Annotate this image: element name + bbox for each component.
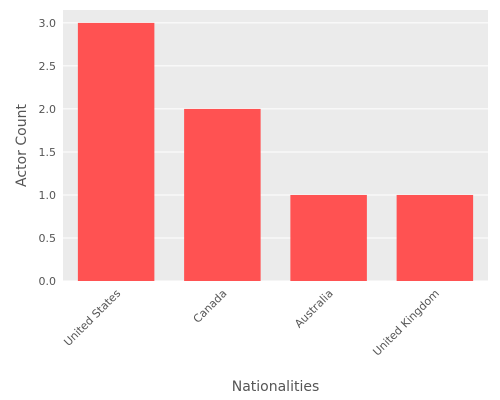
y-tick-label: 0.5 [39, 232, 57, 245]
y-tick-label: 2.5 [39, 60, 57, 73]
y-tick-label: 2.0 [39, 103, 57, 116]
bar-united-states [77, 22, 155, 282]
x-tick-label: United States [61, 287, 123, 349]
y-axis-title: Actor Count [14, 104, 30, 187]
y-tick-label: 1.0 [39, 189, 57, 202]
x-tick-labels: United States Canada Australia United Kingd… [61, 287, 442, 359]
bars [77, 22, 474, 282]
x-tick-label: United Kingdom [370, 287, 442, 359]
bar-australia [290, 194, 367, 281]
y-tick-labels: 0.0 0.5 1.0 1.5 2.0 2.5 3.0 [39, 17, 57, 288]
bar-canada [184, 108, 261, 281]
x-tick-label: Canada [191, 287, 230, 326]
y-tick-label: 0.0 [39, 275, 57, 288]
bar-united-kingdom [396, 194, 474, 281]
y-tick-label: 1.5 [39, 146, 57, 159]
y-tick-label: 3.0 [39, 17, 57, 30]
x-axis-title: Nationalities [232, 379, 320, 395]
x-tick-label: Australia [292, 287, 336, 331]
